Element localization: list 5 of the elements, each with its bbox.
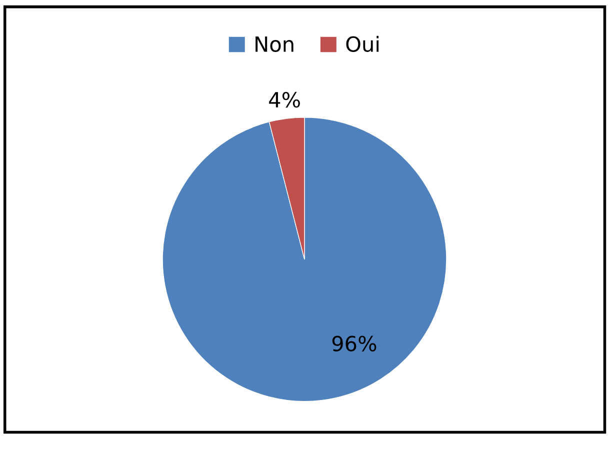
pie-slice [162,117,447,402]
legend-label: Non [256,36,294,52]
data-label: 4% [269,92,300,108]
legend-label: Oui [346,36,379,52]
data-label: 96% [332,336,376,352]
